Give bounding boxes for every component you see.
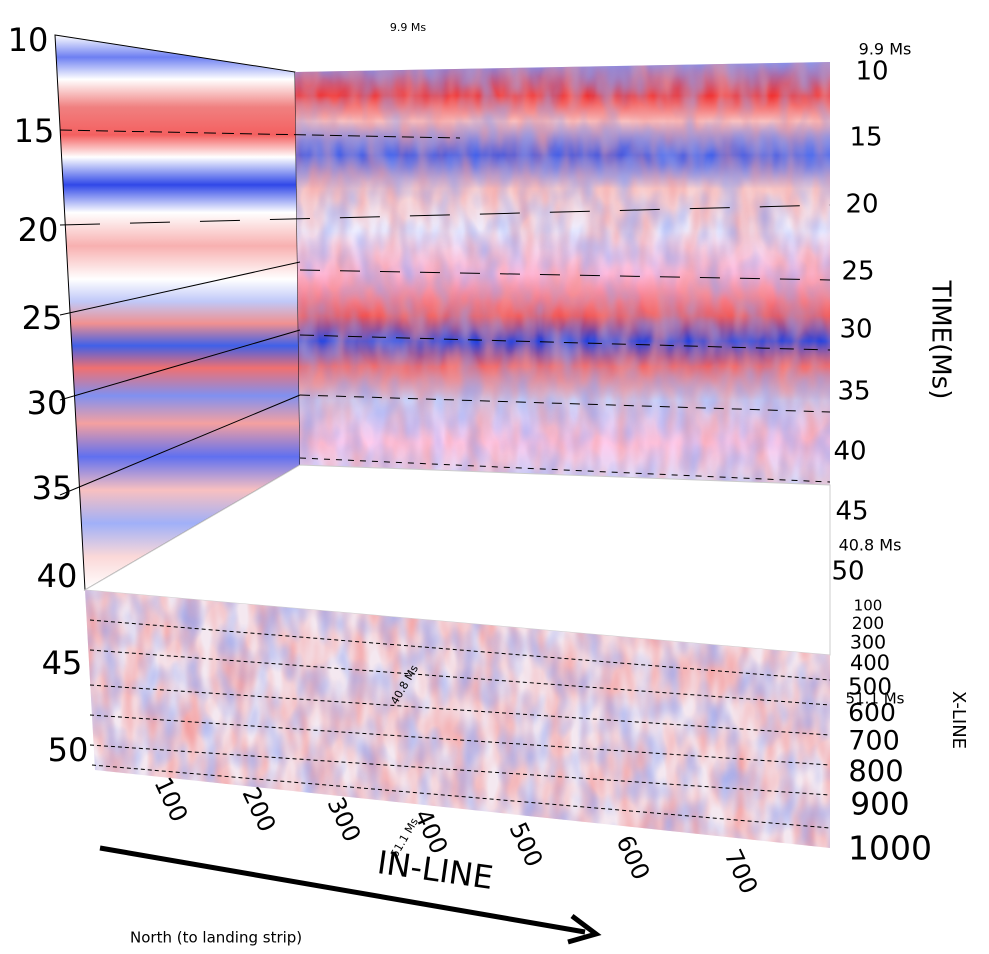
annotation: 9.9 Ms	[859, 40, 912, 59]
left-tick-label: 30	[27, 384, 68, 422]
xline-tick-label: 600	[848, 698, 896, 727]
xline-tick-label: 100	[854, 597, 883, 615]
inline-tick-label: 500	[504, 818, 549, 871]
xline-tick-label: 700	[848, 726, 900, 757]
xline-tick-label: 300	[850, 632, 886, 654]
left-tick-label: 45	[42, 644, 83, 682]
right-tick-label: 15	[849, 123, 882, 153]
axis-title: X-LINE	[948, 691, 969, 749]
xline-tick-label: 400	[850, 651, 890, 675]
right-tick-label: 40	[833, 437, 866, 467]
left-tick-label: 25	[22, 299, 63, 337]
xline-tick-label: 800	[848, 754, 903, 788]
right-tick-label: 20	[845, 190, 878, 220]
footer-label: North (to landing strip)	[130, 929, 302, 947]
inline-tick-label: 700	[719, 845, 764, 898]
axis-title: TIME(Ms)	[926, 280, 956, 400]
left-tick-label: 50	[48, 731, 89, 769]
annotation: 9.9 Ms	[390, 21, 426, 34]
annotation: 51.1 Ms	[846, 690, 905, 708]
annotation: 40.8 Ms	[839, 536, 902, 555]
right-tick-label: 45	[835, 497, 868, 527]
left-tick-label: 15	[14, 112, 55, 150]
xline-tick-label: 900	[850, 787, 909, 823]
left-tick-label: 40	[37, 557, 78, 595]
right-tick-label: 30	[839, 315, 872, 345]
guide-lines	[59, 129, 831, 829]
right-tick-label: 35	[837, 377, 870, 407]
right-tick-label: 50	[831, 557, 864, 587]
slice-texture	[85, 590, 830, 848]
right-tick-label: 25	[841, 257, 874, 287]
right-tick-label: 10	[855, 57, 888, 87]
inline-tick-label: 300	[322, 793, 367, 846]
left-tick-label: 10	[8, 21, 49, 59]
left-tick-label: 20	[18, 211, 59, 249]
xline-tick-label: 500	[848, 675, 892, 701]
xline-tick-label: 1000	[848, 829, 932, 868]
back-texture	[295, 62, 830, 485]
inline-tick-label: 600	[611, 831, 656, 884]
inline-tick-label: 100	[149, 773, 194, 826]
north-arrow	[99, 845, 602, 945]
left-tick-label: 35	[32, 469, 73, 507]
xline-tick-label: 200	[852, 614, 884, 634]
inline-tick-label: 200	[237, 783, 282, 836]
